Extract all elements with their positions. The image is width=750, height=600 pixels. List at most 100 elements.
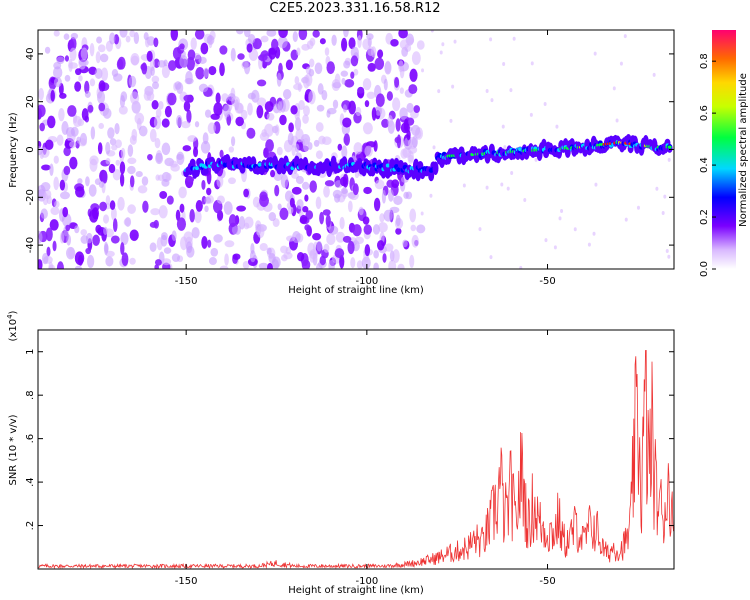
spectrogram-noise-blob: [395, 227, 402, 235]
spectrogram-noise-blob: [161, 142, 171, 156]
spectrogram-noise-blob: [592, 231, 596, 236]
spectrogram-noise-blob: [194, 121, 200, 128]
spectrogram-noise-blob: [510, 171, 514, 176]
spectrogram-noise-blob: [52, 240, 57, 252]
spectrogram-noise-blob: [150, 66, 155, 77]
spectrogram-noise-blob: [118, 105, 128, 115]
spectrogram-noise-blob: [383, 78, 388, 91]
spectrogram-noise-blob: [103, 214, 110, 224]
spectrogram-noise-blob: [117, 196, 125, 211]
spectrogram-noise-blob: [416, 224, 426, 234]
spectrogram-noise-blob: [303, 105, 310, 117]
spectrogram-noise-blob: [195, 66, 205, 80]
spectrogram-noise-blob: [362, 122, 373, 135]
spectrogram-noise-blob: [288, 122, 294, 133]
spectrogram-noise-blob: [406, 102, 414, 113]
spectrogram-noise-blob: [67, 105, 77, 117]
spectrogram-noise-blob: [223, 201, 233, 215]
spectrogram-noise-blob: [110, 235, 120, 244]
spectrogram-noise-blob: [231, 136, 236, 147]
spectrogram-noise-blob: [295, 128, 304, 143]
spectrogram-noise-blob: [75, 68, 82, 76]
spectrogram-noise-blob: [179, 203, 185, 213]
spectrogram-noise-blob: [293, 83, 303, 91]
spectrogram-noise-blob: [297, 252, 305, 262]
spectrogram-noise-blob: [354, 171, 360, 179]
spectrogram-noise-blob: [405, 191, 413, 200]
spectrogram-noise-blob: [228, 146, 235, 153]
spectrogram-noise-blob: [89, 78, 96, 87]
spectrogram-noise-blob: [298, 99, 305, 111]
spectrogram-noise-blob: [120, 232, 129, 246]
spectrogram-noise-blob: [398, 60, 404, 73]
spectrogram-noise-blob: [506, 186, 510, 191]
spectrogram-noise-blob: [340, 176, 348, 187]
spectrogram-noise-blob: [135, 171, 143, 178]
spectrogram-noise-blob: [94, 68, 103, 80]
spectrogram-noise-blob: [103, 226, 108, 236]
spectrogram-noise-blob: [85, 247, 92, 255]
spectrogram-noise-blob: [285, 59, 293, 71]
spectrogram-noise-blob: [409, 68, 418, 82]
spectrogram-noise-blob: [295, 175, 304, 185]
snr-frame: [37, 329, 675, 570]
spectrogram-noise-blob: [266, 112, 275, 121]
spectrogram-noise-blob: [353, 68, 359, 76]
spectrogram-noise-blob: [95, 51, 101, 64]
spectrogram-noise-blob: [374, 179, 385, 190]
spectrogram-noise-blob: [453, 39, 457, 44]
spectrogram-noise-blob: [152, 81, 159, 90]
spectrogram-noise-blob: [89, 155, 99, 166]
spectrogram-noise-blob: [120, 91, 128, 102]
spectrogram-noise-blob: [316, 104, 325, 112]
spectrogram-noise-blob: [319, 255, 326, 266]
spectrogram-noise-blob: [130, 55, 139, 66]
spectrogram-noise-blob: [308, 58, 315, 68]
spectrogram-noise-blob: [314, 62, 323, 75]
spectrogram-noise-blob: [322, 209, 331, 216]
spectrogram-noise-blob: [279, 114, 287, 126]
spectrogram-noise-blob: [168, 60, 177, 71]
spectrogram-noise-blob: [363, 224, 372, 235]
spectrogram-noise-blob: [318, 135, 326, 145]
spectrogram-noise-blob: [364, 100, 370, 108]
spectrogram-noise-blob: [326, 61, 335, 75]
spectrogram-noise-blob: [213, 234, 223, 243]
spectrogram-noise-blob: [125, 35, 131, 43]
spectrogram-noise-blob: [183, 231, 194, 243]
spectrogram-noise-blob: [89, 42, 95, 57]
spectrogram-noise-blob: [151, 75, 160, 84]
spectrogram-noise-blob: [295, 143, 300, 153]
spectrogram-noise-blob: [219, 149, 224, 158]
spectrogram-noise-blob: [147, 153, 153, 161]
spectrogram-noise-blob: [271, 38, 279, 51]
colorbar-label: Normalized spectral amplitude: [738, 73, 749, 227]
spectrogram-noise-blob: [92, 234, 100, 246]
spectrogram-noise-blob: [84, 90, 91, 98]
spectrogram-noise-blob: [90, 126, 96, 140]
spectrogram-noise-blob: [50, 89, 55, 102]
spectrogram-noise-blob: [343, 60, 351, 69]
spectrogram-noise-blob: [373, 262, 379, 269]
spectrogram-noise-blob: [386, 91, 393, 101]
spectrogram-noise-blob: [451, 84, 455, 89]
spectrogram-noise-blob: [206, 35, 215, 45]
spectrogram-noise-blob: [308, 68, 315, 77]
spectrogram-noise-blob: [63, 165, 71, 176]
spectrogram-noise-blob: [384, 243, 394, 252]
spectrogram-noise-blob: [342, 104, 348, 113]
spectrogram-noise-blob: [299, 214, 308, 224]
colorbar-tick-label: 0.8: [699, 53, 710, 69]
spectrogram-noise-blob: [41, 252, 49, 265]
spectrogram-noise-blob: [120, 242, 125, 256]
spectrogram-noise-blob: [179, 55, 188, 68]
spectrogram-noise-blob: [319, 38, 326, 45]
spectrogram-noise-blob: [334, 248, 345, 259]
spectrogram-noise-blob: [77, 178, 83, 185]
spectrogram-noise-blob: [146, 50, 153, 62]
spectrogram-noise-blob: [246, 127, 256, 139]
spectrogram-noise-blob: [50, 206, 60, 216]
spectrogram-noise-blob: [183, 100, 191, 112]
spectrogram-noise-blob: [343, 30, 349, 38]
spectrogram-noise-blob: [355, 106, 362, 117]
